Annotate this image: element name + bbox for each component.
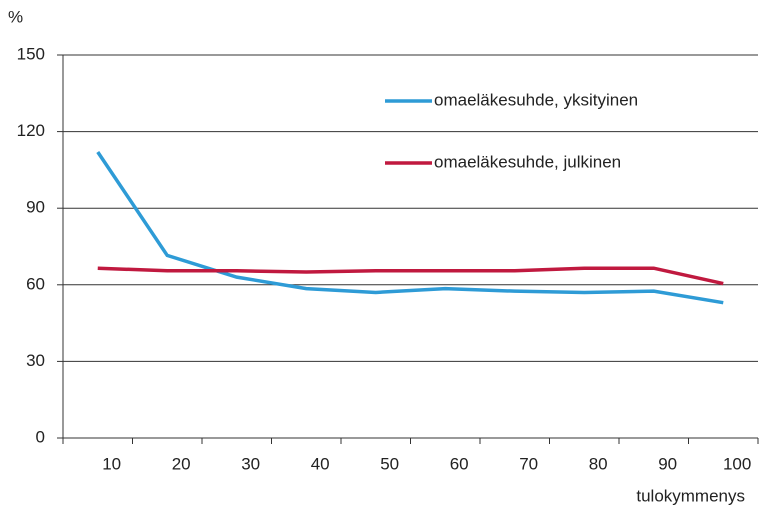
data-line (97, 266, 724, 286)
legend-label: omaeläkesuhde, yksityinen (434, 90, 638, 109)
data-line (96, 151, 724, 305)
x-tick-label: 30 (241, 454, 260, 473)
y-tick-label: 120 (17, 121, 45, 140)
y-tick-label: 90 (26, 198, 45, 217)
x-tick-label: 60 (450, 454, 469, 473)
y-tick-label: 150 (17, 44, 45, 63)
y-tick-label: 60 (26, 274, 45, 293)
x-tick-label: 80 (589, 454, 608, 473)
x-tick-label: 40 (311, 454, 330, 473)
x-tick-label: 20 (172, 454, 191, 473)
y-axis-label: % (8, 7, 23, 26)
y-tick-label: 0 (36, 427, 45, 446)
x-tick-label: 10 (102, 454, 121, 473)
y-tick-label: 30 (26, 351, 45, 370)
x-tick-label: 50 (380, 454, 399, 473)
x-tick-label: 70 (519, 454, 538, 473)
x-axis-label: tulokymmenys (636, 486, 745, 505)
x-tick-label: 90 (658, 454, 677, 473)
x-tick-label: 100 (723, 454, 751, 473)
legend-label: omaeläkesuhde, julkinen (434, 152, 621, 171)
